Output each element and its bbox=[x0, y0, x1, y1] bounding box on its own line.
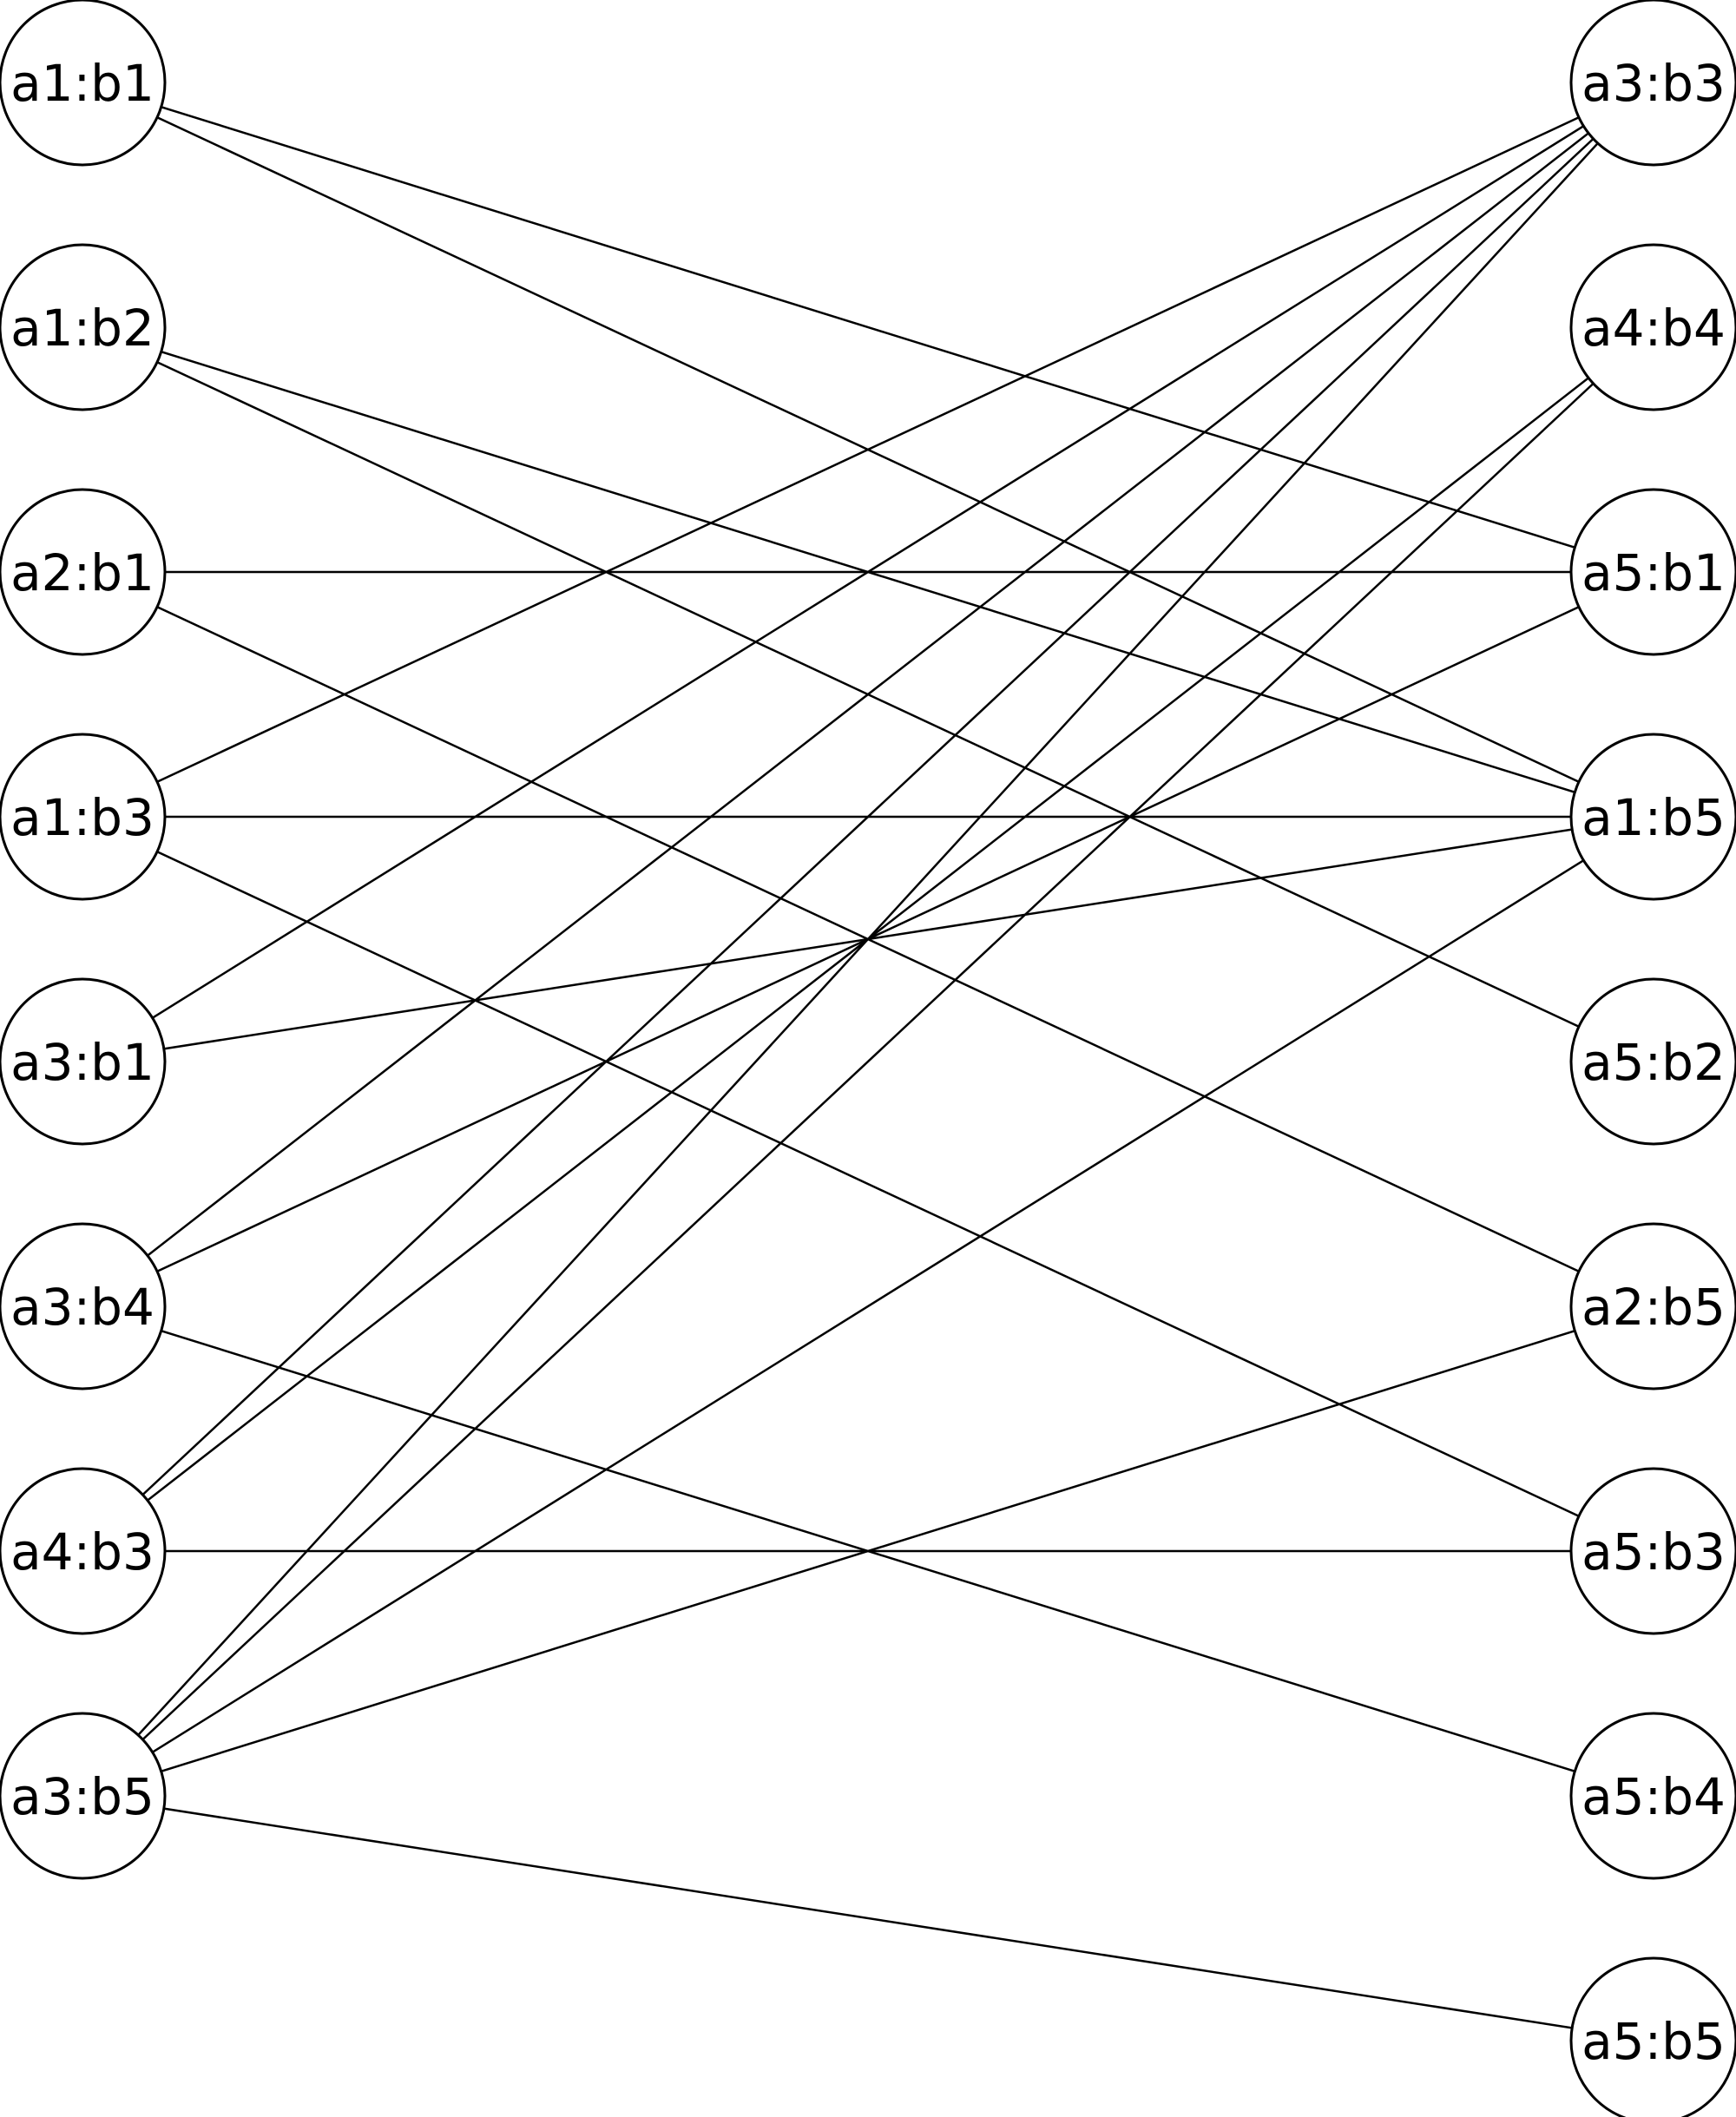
node-a5b4: a5:b4 bbox=[1569, 1712, 1736, 1880]
node-a1b3: a1:b3 bbox=[0, 733, 167, 901]
node-circle-a2b5 bbox=[1569, 1222, 1736, 1391]
node-label-a5b3: a5:b3 bbox=[1581, 1522, 1726, 1581]
edge-a4b3-a3b3 bbox=[82, 82, 1654, 1552]
node-a5b5: a5:b5 bbox=[1569, 1956, 1736, 2117]
node-circle-a1b1 bbox=[0, 0, 167, 167]
node-circle-a5b5 bbox=[1569, 1956, 1736, 2117]
node-a3b5: a3:b5 bbox=[0, 1712, 167, 1880]
node-a2b1: a2:b1 bbox=[0, 488, 167, 656]
node-circle-a4b4 bbox=[1569, 243, 1736, 411]
node-circle-a3b3 bbox=[1569, 0, 1736, 167]
node-label-a1b5: a1:b5 bbox=[1581, 788, 1726, 847]
node-a3b3: a3:b3 bbox=[1569, 0, 1736, 167]
edge-a3b4-a3b3 bbox=[82, 82, 1654, 1307]
node-label-a3b4: a3:b4 bbox=[10, 1278, 155, 1337]
node-circle-a5b1 bbox=[1569, 488, 1736, 656]
node-circle-a5b4 bbox=[1569, 1712, 1736, 1880]
edge-a3b5-a3b3 bbox=[82, 82, 1654, 1797]
node-label-a3b5: a3:b5 bbox=[10, 1767, 155, 1826]
node-circle-a4b3 bbox=[0, 1467, 167, 1635]
node-a5b2: a5:b2 bbox=[1569, 977, 1736, 1146]
node-circle-a5b2 bbox=[1569, 977, 1736, 1146]
node-a1b2: a1:b2 bbox=[0, 243, 167, 411]
node-a3b1: a3:b1 bbox=[0, 977, 167, 1146]
node-label-a4b4: a4:b4 bbox=[1581, 299, 1726, 358]
node-a3b4: a3:b4 bbox=[0, 1222, 167, 1391]
edge-a3b5-a5b5 bbox=[82, 1794, 1654, 2042]
node-label-a2b1: a2:b1 bbox=[10, 543, 155, 602]
node-a5b1: a5:b1 bbox=[1569, 488, 1736, 656]
edge-a1b1-a5b1 bbox=[82, 81, 1654, 574]
node-label-a3b1: a3:b1 bbox=[10, 1033, 155, 1092]
node-circle-a3b5 bbox=[0, 1712, 167, 1880]
node-label-a3b3: a3:b3 bbox=[1581, 54, 1726, 113]
node-label-a5b1: a5:b1 bbox=[1581, 543, 1726, 602]
node-circle-a3b1 bbox=[0, 977, 167, 1146]
node-circle-a5b3 bbox=[1569, 1467, 1736, 1635]
edge-a3b5-a4b4 bbox=[82, 326, 1654, 1797]
node-label-a4b3: a4:b3 bbox=[10, 1522, 155, 1581]
node-a5b3: a5:b3 bbox=[1569, 1467, 1736, 1635]
node-a1b5: a1:b5 bbox=[1569, 733, 1736, 901]
node-circle-a2b1 bbox=[0, 488, 167, 656]
node-a4b3: a4:b3 bbox=[0, 1467, 167, 1635]
node-circle-a1b2 bbox=[0, 243, 167, 411]
node-a4b4: a4:b4 bbox=[1569, 243, 1736, 411]
node-a1b1: a1:b1 bbox=[0, 0, 167, 167]
edge-layer bbox=[82, 81, 1654, 2042]
node-label-a1b2: a1:b2 bbox=[10, 299, 155, 358]
edge-a1b3-a5b3 bbox=[82, 815, 1654, 1553]
edge-a3b1-a3b3 bbox=[82, 81, 1654, 1063]
edge-a3b5-a2b5 bbox=[82, 1305, 1654, 1798]
node-label-a1b3: a1:b3 bbox=[10, 788, 155, 847]
node-label-a5b4: a5:b4 bbox=[1581, 1767, 1726, 1826]
node-circle-a1b5 bbox=[1569, 733, 1736, 901]
node-label-a5b2: a5:b2 bbox=[1581, 1033, 1726, 1092]
edge-a3b5-a1b5 bbox=[82, 815, 1654, 1798]
node-label-a1b1: a1:b1 bbox=[10, 54, 155, 113]
node-circle-a3b4 bbox=[0, 1222, 167, 1391]
node-label-a2b5: a2:b5 bbox=[1581, 1278, 1726, 1337]
node-label-a5b5: a5:b5 bbox=[1581, 2012, 1726, 2071]
edge-a1b3-a3b3 bbox=[82, 81, 1654, 819]
node-circle-a1b3 bbox=[0, 733, 167, 901]
node-a2b5: a2:b5 bbox=[1569, 1222, 1736, 1391]
